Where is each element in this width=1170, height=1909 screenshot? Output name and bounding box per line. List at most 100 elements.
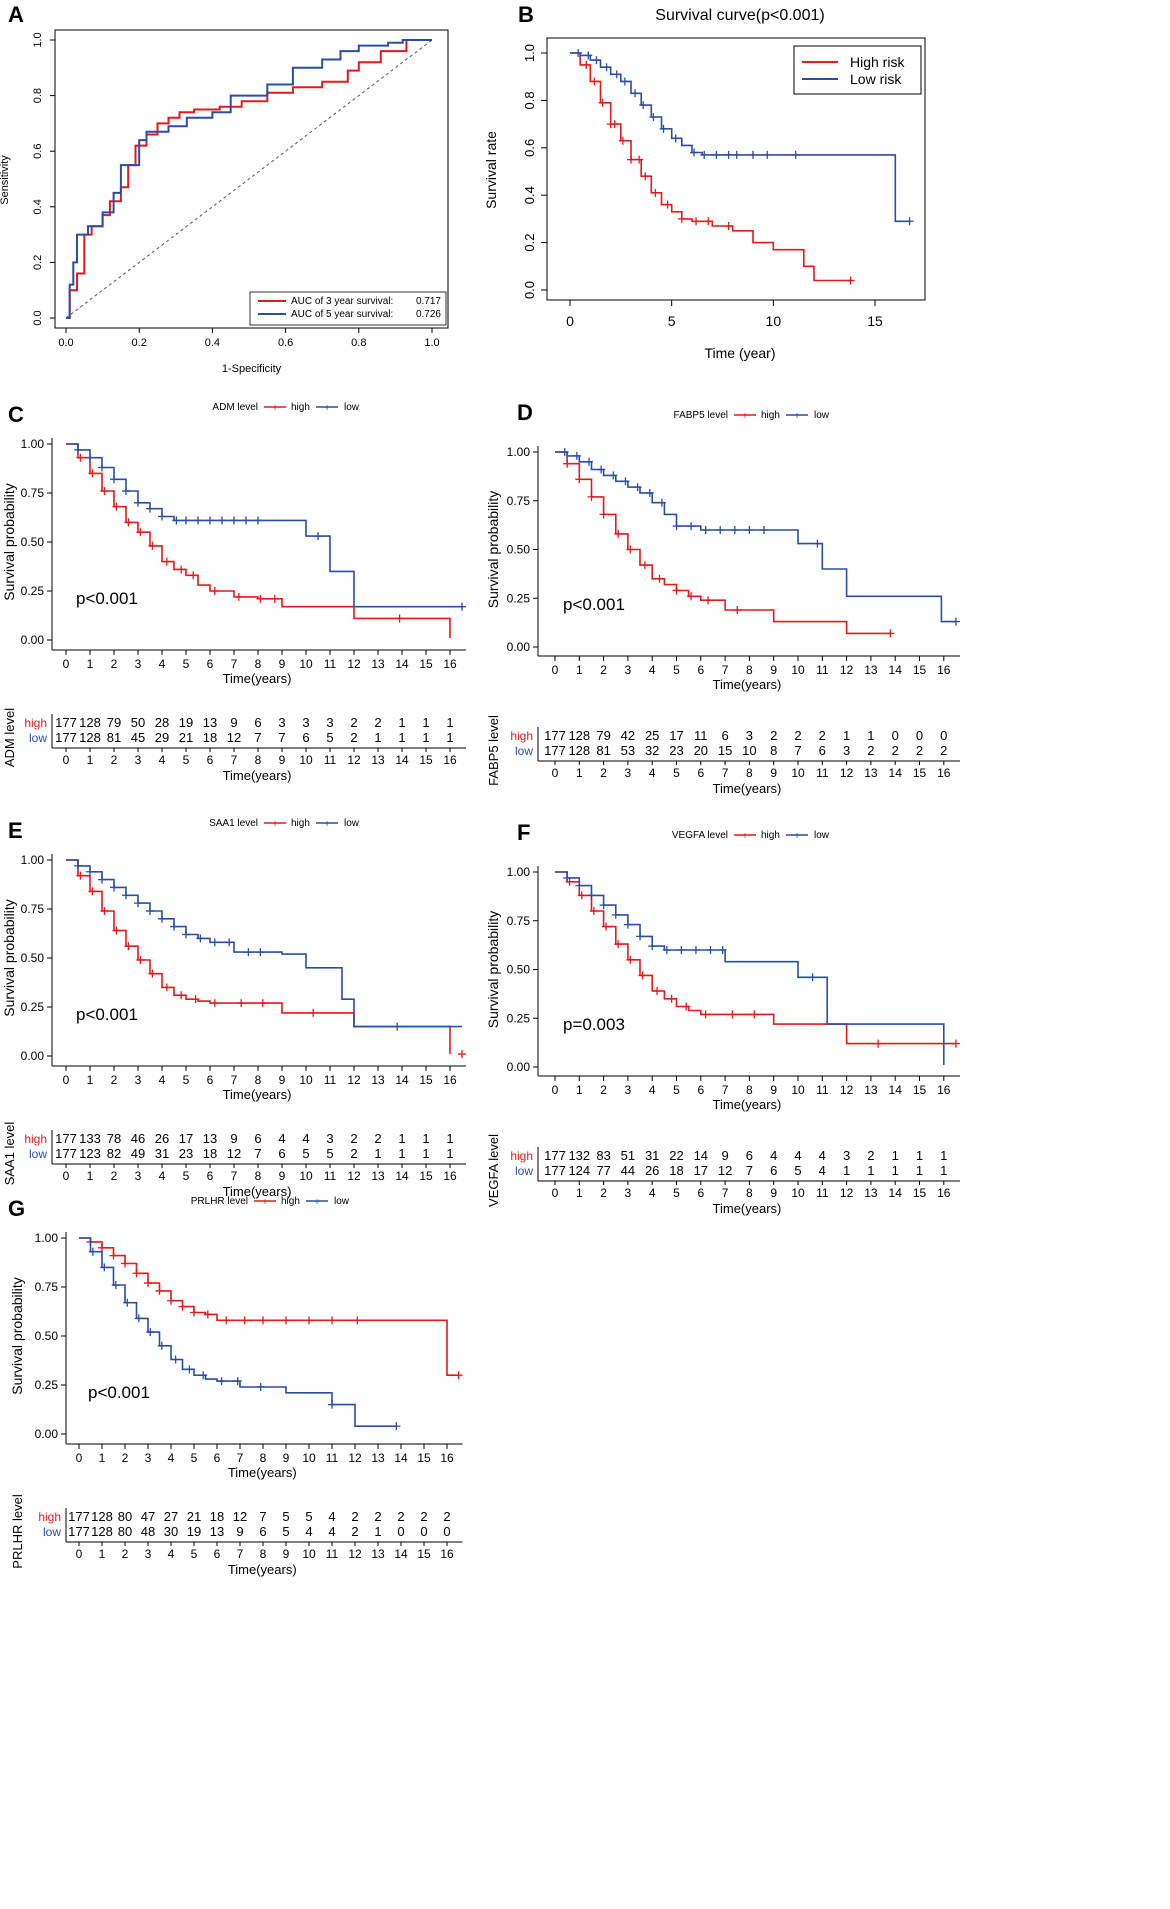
risk-count-low: 30	[164, 1524, 178, 1539]
x-axis-label: Time(years)	[223, 671, 292, 686]
censor-mark-high	[132, 1269, 141, 1278]
censor-mark-low	[393, 1022, 402, 1031]
risk-count-high: 12	[233, 1509, 247, 1524]
x-tick-label: 2	[122, 1451, 129, 1465]
censor-mark	[592, 56, 601, 65]
censor-mark-high	[282, 1316, 290, 1325]
censor-mark-low	[218, 516, 226, 525]
censor-mark-low	[645, 488, 654, 497]
risk-count-high: 1	[916, 1148, 923, 1163]
risk-count-high: 128	[91, 1509, 113, 1524]
censor-mark-low	[194, 516, 202, 525]
risk-count-high: 1	[940, 1148, 947, 1163]
censor-mark-high	[112, 926, 121, 935]
p-value-label: p<0.001	[76, 1005, 138, 1024]
risk-x-tick-label: 0	[76, 1547, 83, 1561]
x-tick-label: 5	[183, 1073, 190, 1087]
panel-label-f: F	[517, 820, 530, 845]
censor-mark-high	[638, 971, 647, 980]
risk-x-tick-label: 9	[279, 753, 286, 767]
risk-count-high: 1	[867, 728, 874, 743]
censor-mark-high	[672, 586, 681, 595]
risk-count-high: 1	[422, 1131, 429, 1146]
censor-mark	[651, 188, 660, 197]
y-tick-label-b: 0.4	[522, 186, 537, 204]
risk-count-low: 1	[398, 730, 405, 745]
survival-curve-high	[555, 451, 891, 635]
legend-title: PRLHR level	[191, 1196, 248, 1207]
censor-mark-high	[88, 887, 97, 896]
risk-count-low: 18	[203, 730, 217, 745]
risk-count-low: 128	[79, 730, 101, 745]
x-tick-label: 11	[324, 1073, 337, 1087]
legend-label-a: AUC of 3 year survival:	[291, 296, 393, 307]
risk-x-tick-label: 3	[625, 766, 632, 780]
censor-mark-low	[210, 938, 219, 947]
x-tick-label: 1	[576, 1083, 583, 1097]
risk-count-low: 3	[843, 743, 850, 758]
censor-mark-low	[572, 451, 581, 460]
censor-mark-high	[733, 605, 742, 614]
censor-mark-low	[314, 532, 322, 541]
x-tick-label: 12	[347, 657, 361, 671]
legend-label-a: AUC of 5 year survival:	[291, 309, 393, 320]
censor-mark-high	[614, 940, 623, 949]
risk-count-high: 177	[544, 728, 566, 743]
x-tick-label: 13	[371, 657, 385, 671]
risk-count-high: 3	[326, 715, 333, 730]
legend-censor-low: +	[314, 1197, 320, 1208]
y-tick-label: 0.75	[507, 494, 531, 508]
legend-title: VEGFA level	[672, 830, 728, 841]
x-tick-label: 2	[600, 663, 607, 677]
x-tick-label: 3	[625, 1083, 632, 1097]
risk-count-low: 53	[621, 743, 635, 758]
censor-mark-low	[242, 516, 250, 525]
risk-x-tick-label: 16	[443, 1169, 457, 1183]
censor-mark-high	[687, 592, 696, 601]
risk-x-axis-label: Time(years)	[713, 1201, 782, 1216]
y-tick-label: 0.50	[507, 543, 531, 557]
plot-frame-a	[54, 29, 449, 329]
censor-mark-high	[76, 871, 85, 880]
censor-mark-low	[813, 539, 822, 548]
censor-mark-high	[237, 999, 246, 1008]
censor-mark-high	[222, 1316, 231, 1325]
y-tick-label-b: 0.2	[522, 234, 537, 252]
y-tick-label: 1.00	[21, 853, 45, 867]
risk-x-tick-label: 14	[394, 1547, 408, 1561]
x-tick-label: 3	[135, 657, 142, 671]
legend-label-low: low	[344, 402, 360, 413]
legend-label-b: High risk	[850, 54, 905, 70]
x-tick-label-a: 0.4	[205, 337, 220, 349]
censor-mark-high	[100, 906, 109, 915]
risk-count-low: 19	[187, 1524, 201, 1539]
y-axis-label-b: Survival rate	[483, 131, 499, 209]
risk-count-low: 128	[91, 1524, 113, 1539]
risk-count-low: 1	[398, 1146, 405, 1161]
censor-mark-low	[691, 946, 700, 954]
y-axis-label: Survival probability	[485, 491, 501, 609]
x-tick-label: 5	[673, 663, 680, 677]
risk-count-low: 7	[278, 730, 285, 745]
censor-mark	[763, 150, 772, 159]
censor-mark-low	[672, 522, 681, 531]
risk-count-low: 177	[55, 730, 77, 745]
censor-mark-high	[682, 1002, 691, 1011]
risk-count-high: 9	[230, 715, 237, 730]
risk-count-low: 6	[770, 1163, 777, 1178]
censor-mark-low	[74, 861, 82, 870]
risk-count-low: 18	[203, 1146, 217, 1161]
legend-title: SAA1 level	[209, 818, 258, 829]
risk-x-tick-label: 2	[600, 1186, 607, 1200]
risk-x-tick-label: 1	[99, 1547, 106, 1561]
censor-mark-high	[155, 1286, 164, 1295]
risk-x-axis-label: Time(years)	[228, 1562, 297, 1577]
x-axis-label: Time(years)	[223, 1087, 292, 1102]
risk-count-low: 2	[867, 743, 874, 758]
risk-x-tick-label: 2	[600, 766, 607, 780]
risk-count-high: 5	[282, 1509, 289, 1524]
censor-mark-high	[701, 1010, 710, 1019]
censor-mark-low	[110, 883, 118, 892]
risk-count-low: 23	[179, 1146, 193, 1161]
risk-count-low: 6	[259, 1524, 266, 1539]
